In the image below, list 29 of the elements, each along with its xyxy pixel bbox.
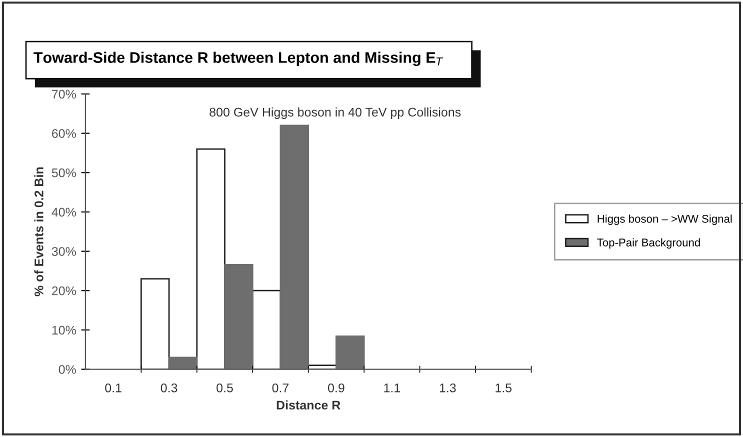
- y-tick-label: 10%: [52, 326, 76, 335]
- x-tick-label: 1.3: [440, 383, 456, 392]
- x-tick-label: 0.1: [105, 383, 122, 392]
- y-tick-label: 30%: [52, 247, 76, 256]
- y-tick-label: 70%: [52, 90, 76, 99]
- annotation: 800 GeV Higgs boson in 40 TeV pp Collisions: [210, 107, 461, 120]
- legend-label: Higgs boson – >WW Signal: [598, 214, 732, 225]
- legend-label: Top-Pair Background: [597, 238, 700, 249]
- bar: [252, 290, 282, 370]
- x-tick-label: 1.5: [496, 384, 512, 392]
- y-axis-title: % of Events in 0.2 Bin: [34, 167, 44, 296]
- bar: [336, 336, 365, 370]
- x-tick-label: 0.9: [328, 383, 344, 392]
- y-tick-label: 20%: [52, 286, 76, 296]
- bar: [168, 356, 198, 370]
- bar: [224, 264, 254, 370]
- y-tick-label: 0%: [58, 365, 76, 374]
- bar: [140, 278, 170, 370]
- chart-title: Toward-Side Distance R between Lepton and Missing E$_{T}$: [34, 52, 444, 66]
- x-tick-label: 1.1: [384, 384, 400, 392]
- bar: [196, 148, 226, 370]
- y-tick-label: 40%: [52, 208, 76, 217]
- y-tick-label: 50%: [52, 168, 76, 178]
- bar: [280, 124, 310, 370]
- x-tick-label: 0.3: [160, 383, 178, 392]
- y-tick-label: 60%: [52, 129, 76, 138]
- x-axis-title: Distance R: [276, 400, 340, 410]
- x-tick-label: 0.7: [272, 383, 289, 392]
- x-tick-label: 0.5: [216, 383, 233, 392]
